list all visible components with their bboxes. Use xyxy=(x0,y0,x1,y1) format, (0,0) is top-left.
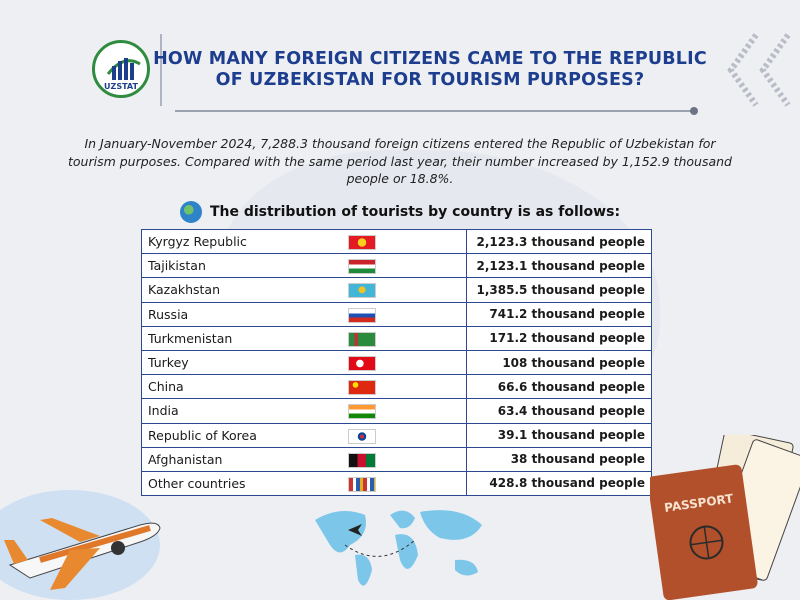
value-cell: 63.4 thousand people xyxy=(466,398,652,424)
country-name: Kyrgyz Republic xyxy=(148,234,247,250)
country-cell: China xyxy=(140,374,467,400)
value-cell: 2,123.1 thousand people xyxy=(466,253,652,279)
country-cell: Russia xyxy=(140,301,467,327)
table-row: Kyrgyz Republic 2,123.3 thousand people xyxy=(140,228,652,255)
flag-korea-icon xyxy=(348,428,376,444)
page-title: HOW MANY FOREIGN CITIZENS CAME TO THE RE… xyxy=(140,49,720,91)
tourists-table: Kyrgyz Republic 2,123.3 thousand people Ta… xyxy=(140,228,652,497)
value-cell: 108 thousand people xyxy=(466,349,652,376)
flags-collage-icon xyxy=(348,476,376,492)
underline-dot xyxy=(690,107,698,115)
flag-china-icon xyxy=(348,380,376,396)
table-row: Afghanistan 38 thousand people xyxy=(140,446,652,472)
country-cell: Afghanistan xyxy=(140,446,467,472)
intro-paragraph: In January-November 2024, 7,288.3 thousa… xyxy=(67,136,732,186)
country-name: India xyxy=(148,403,179,419)
value-cell: 39.1 thousand people xyxy=(466,422,652,448)
globe-icon xyxy=(179,201,202,223)
country-cell: Turkey xyxy=(140,349,467,376)
table-row: Kazakhstan 1,385.5 thousand people xyxy=(140,277,652,303)
distribution-heading: The distribution of tourists by country … xyxy=(150,201,650,223)
country-cell: Tajikistan xyxy=(140,253,467,279)
country-cell: Turkmenistan xyxy=(140,325,467,351)
table-row: Other countries 428.8 thousand people xyxy=(140,470,652,497)
country-name: China xyxy=(148,379,184,395)
country-name: Kazakhstan xyxy=(148,282,221,298)
flag-kyrgyzstan-icon xyxy=(348,235,376,250)
country-name: Afghanistan xyxy=(148,451,223,467)
country-name: Republic of Korea xyxy=(148,427,257,443)
value-cell: 2,123.3 thousand people xyxy=(466,228,652,255)
flag-afghanistan-icon xyxy=(348,452,376,468)
value-cell: 38 thousand people xyxy=(466,446,652,472)
building-bars-logo-icon xyxy=(106,58,141,80)
country-cell: Kyrgyz Republic xyxy=(140,228,467,255)
table-row: Republic of Korea 39.1 thousand people xyxy=(140,422,652,448)
country-name: Other countries xyxy=(148,475,246,491)
title-line-2: OF UZBEKISTAN FOR TOURISM PURPOSES? xyxy=(215,70,645,90)
title-line-1: HOW MANY FOREIGN CITIZENS CAME TO THE RE… xyxy=(153,49,707,69)
country-name: Tajikistan xyxy=(148,258,206,274)
uzstat-logo: UZSTAT xyxy=(92,40,150,98)
airplane-illustration-icon xyxy=(0,490,161,600)
title-underline xyxy=(175,110,693,112)
country-name: Russia xyxy=(148,306,189,322)
header-divider xyxy=(160,34,162,106)
table-row: Tajikistan 2,123.1 thousand people xyxy=(140,253,652,279)
value-cell: 66.6 thousand people xyxy=(466,374,652,400)
value-cell: 171.2 thousand people xyxy=(466,325,652,351)
country-cell: India xyxy=(140,398,467,424)
chevrons-decoration-icon xyxy=(727,33,791,107)
flag-russia-icon xyxy=(348,307,376,323)
world-map-illustration-icon xyxy=(315,510,482,586)
value-cell: 1,385.5 thousand people xyxy=(466,277,652,303)
table-row: India 63.4 thousand people xyxy=(140,398,652,424)
country-name: Turkmenistan xyxy=(148,330,233,346)
logo-text: UZSTAT xyxy=(104,82,138,91)
flag-turkmenistan-icon xyxy=(348,331,376,347)
table-row: Turkey 108 thousand people xyxy=(140,349,652,376)
distribution-heading-text: The distribution of tourists by country … xyxy=(209,204,621,220)
flag-india-icon xyxy=(348,404,376,420)
value-cell: 741.2 thousand people xyxy=(466,301,652,327)
value-cell: 428.8 thousand people xyxy=(466,470,652,497)
country-cell: Kazakhstan xyxy=(140,277,467,303)
passport-tickets-illustration-icon: PASSPORT xyxy=(650,435,800,600)
flag-turkey-icon xyxy=(348,355,376,371)
table-row: Russia 741.2 thousand people xyxy=(140,301,652,327)
country-cell: Republic of Korea xyxy=(140,422,467,448)
table-row: China 66.6 thousand people xyxy=(140,374,652,400)
flag-kazakhstan-icon xyxy=(348,283,376,299)
country-name: Turkey xyxy=(148,355,189,371)
table-row: Turkmenistan 171.2 thousand people xyxy=(140,325,652,351)
flag-tajikistan-icon xyxy=(348,259,376,275)
country-cell: Other countries xyxy=(140,470,467,497)
